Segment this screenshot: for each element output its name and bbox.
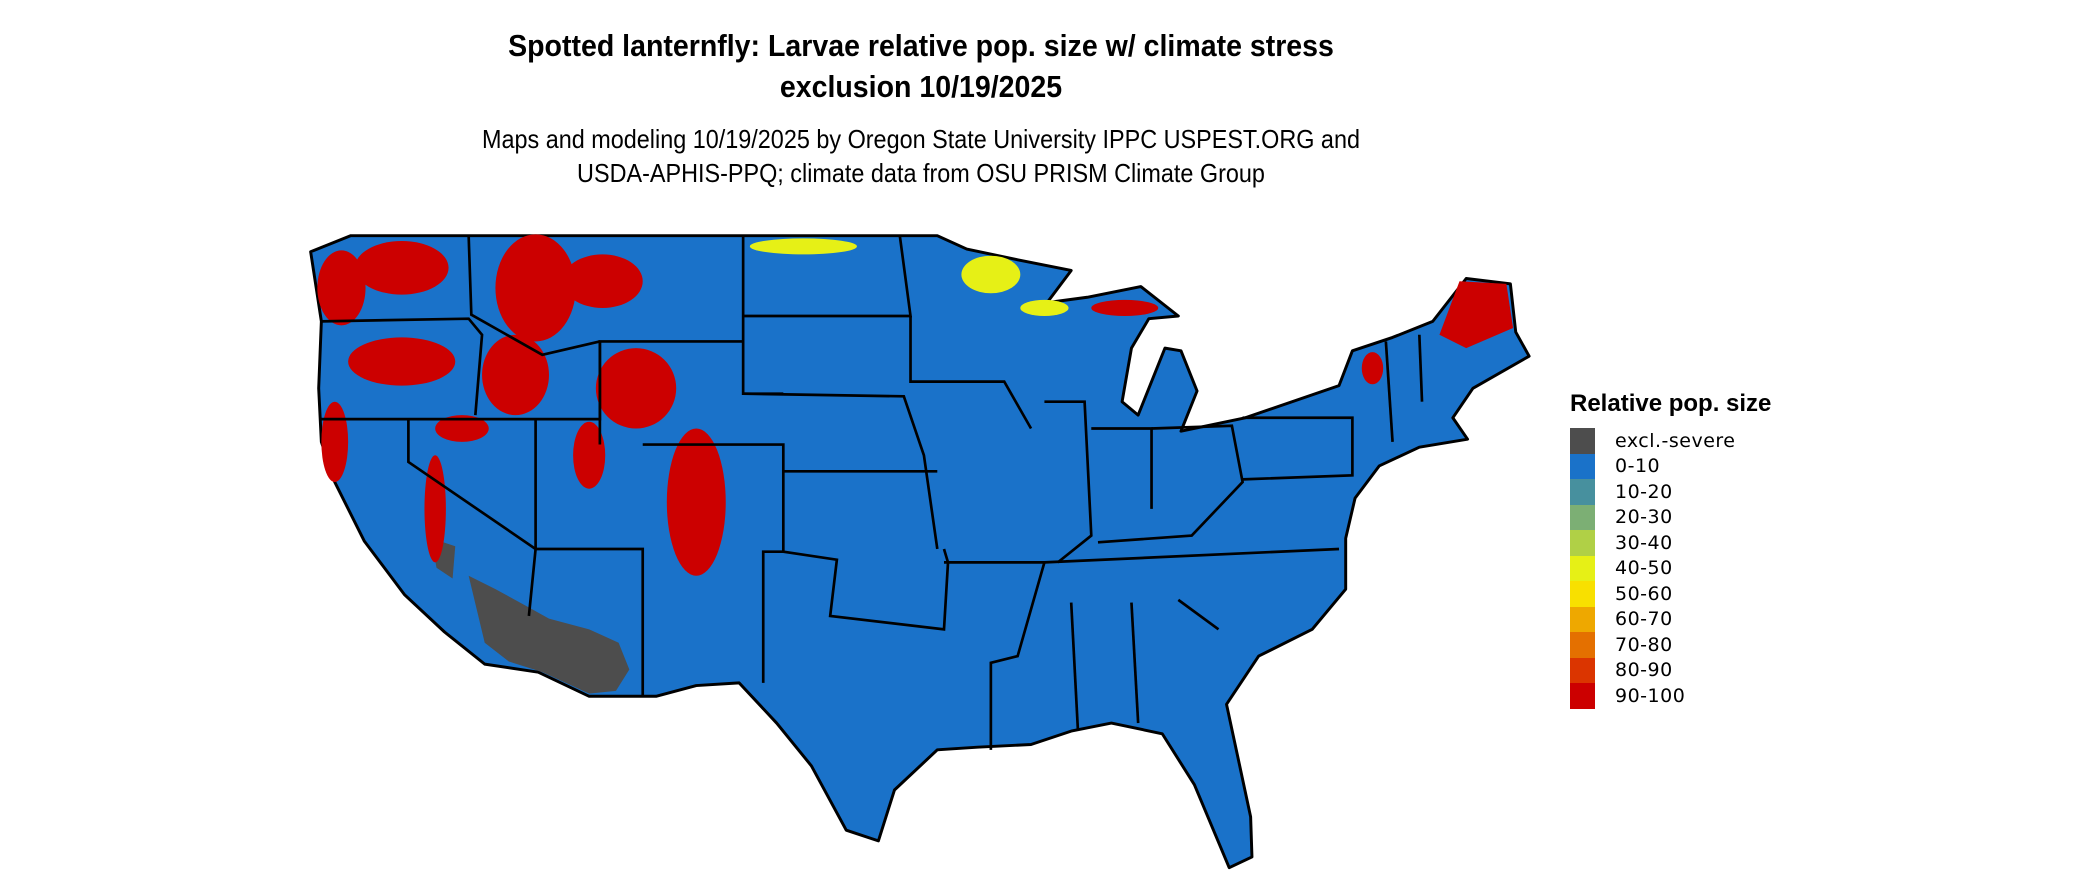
legend-label: 50-60 <box>1615 582 1673 605</box>
legend-label: 20-30 <box>1615 506 1673 529</box>
mid-pop-regions <box>749 238 1069 317</box>
legend-title: Relative pop. size <box>1570 390 1772 417</box>
legend-swatch <box>1570 657 1595 683</box>
legend-item: 50-60 <box>1570 581 1771 607</box>
legend-item: 70-80 <box>1570 632 1771 658</box>
state-borders <box>321 235 1424 750</box>
legend-label: 10-20 <box>1615 480 1673 503</box>
legend-item: 0-10 <box>1570 453 1771 479</box>
legend-swatch <box>1570 428 1595 454</box>
legend-item: 60-70 <box>1570 606 1771 632</box>
legend-label: excl.-severe <box>1615 429 1736 452</box>
legend-swatch <box>1570 581 1595 607</box>
legend-label: 90-100 <box>1615 684 1686 707</box>
legend-item: 40-50 <box>1570 555 1771 581</box>
legend-label: 0-10 <box>1615 455 1661 478</box>
legend-item: 90-100 <box>1570 683 1771 709</box>
legend-swatch <box>1570 530 1595 556</box>
map-subtitle-line2: USDA-APHIS-PPQ; climate data from OSU PR… <box>577 158 1265 188</box>
legend-swatch <box>1570 683 1595 709</box>
legend-item: excl.-severe <box>1570 428 1771 454</box>
high-pop-regions <box>317 234 1514 576</box>
legend-swatch <box>1570 504 1595 530</box>
map-title-line1: Spotted lanternfly: Larvae relative pop.… <box>508 28 1334 63</box>
legend-label: 60-70 <box>1615 608 1673 631</box>
legend-item: 30-40 <box>1570 530 1771 556</box>
legend: Relative pop. size excl.-severe 0-10 10-20… <box>1570 390 1771 709</box>
us-outline <box>309 234 1531 870</box>
legend-swatch <box>1570 606 1595 632</box>
legend-label: 40-50 <box>1615 557 1673 580</box>
map-subtitle-line1: Maps and modeling 10/19/2025 by Oregon S… <box>482 124 1360 154</box>
legend-swatch <box>1570 453 1595 479</box>
legend-label: 70-80 <box>1615 633 1673 656</box>
legend-label: 30-40 <box>1615 531 1673 554</box>
legend-item: 20-30 <box>1570 504 1771 530</box>
legend-item: 10-20 <box>1570 479 1771 505</box>
legend-swatch <box>1570 555 1595 581</box>
legend-label: 80-90 <box>1615 659 1673 682</box>
legend-item: 80-90 <box>1570 657 1771 683</box>
legend-swatch <box>1570 632 1595 658</box>
legend-swatch <box>1570 479 1595 505</box>
map-title-line2: exclusion 10/19/2025 <box>779 69 1063 104</box>
